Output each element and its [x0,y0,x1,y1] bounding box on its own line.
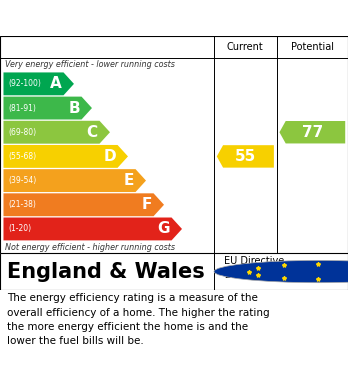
Text: (55-68): (55-68) [9,152,37,161]
Text: B: B [68,100,80,116]
Text: (81-91): (81-91) [9,104,37,113]
Text: Potential: Potential [291,42,334,52]
Text: England & Wales: England & Wales [7,262,205,282]
Polygon shape [3,217,182,240]
Polygon shape [3,193,164,216]
Text: 55: 55 [235,149,256,164]
Polygon shape [3,145,128,168]
Text: A: A [50,76,62,91]
Polygon shape [3,72,74,95]
Text: Current: Current [227,42,264,52]
Text: F: F [141,197,152,212]
Text: 77: 77 [302,125,323,140]
Text: The energy efficiency rating is a measure of the
overall efficiency of a home. T: The energy efficiency rating is a measur… [7,293,270,346]
Polygon shape [217,145,274,168]
Polygon shape [3,121,110,143]
Polygon shape [279,121,345,143]
Polygon shape [3,169,146,192]
Circle shape [214,260,348,283]
Text: (92-100): (92-100) [9,79,41,88]
Text: (69-80): (69-80) [9,128,37,137]
Text: (1-20): (1-20) [9,224,32,233]
Polygon shape [3,97,92,120]
Text: (39-54): (39-54) [9,176,37,185]
Text: (21-38): (21-38) [9,200,37,209]
Text: Not energy efficient - higher running costs: Not energy efficient - higher running co… [5,243,175,252]
Text: D: D [103,149,116,164]
Text: E: E [124,173,134,188]
Text: Very energy efficient - lower running costs: Very energy efficient - lower running co… [5,59,175,68]
Text: EU Directive
2002/91/EC: EU Directive 2002/91/EC [224,256,285,280]
Text: C: C [87,125,98,140]
Text: G: G [157,221,170,237]
Text: Energy Efficiency Rating: Energy Efficiency Rating [60,9,288,27]
